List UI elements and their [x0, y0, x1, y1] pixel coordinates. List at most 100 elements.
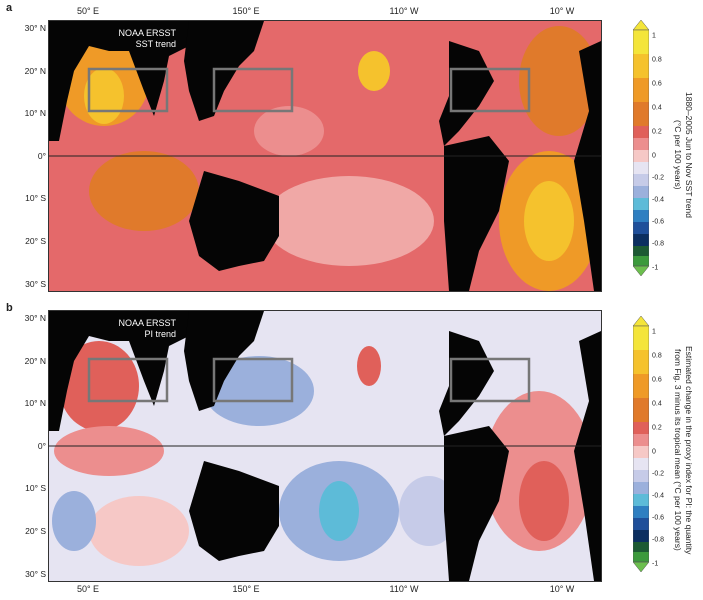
sst-trend-map: [48, 20, 602, 292]
lat-label-b-10n: 10° N: [24, 398, 46, 408]
lat-label-b-10s: 10° S: [25, 483, 46, 493]
light-patch-south-pacific: [264, 176, 434, 266]
warm-patch-central-pacific: [358, 51, 390, 91]
cbar-a-tick-neg0.8: -0.8: [652, 240, 665, 248]
colorbar-b-label: Estimated change in the proxy index for …: [672, 320, 694, 580]
warm-patch-north-atlantic: [519, 26, 599, 136]
region-box-b-pacific: [212, 357, 294, 403]
colorbar-a: [632, 19, 650, 277]
lat-label-10n: 10° N: [24, 108, 46, 118]
cbar-a-tick-1: 1: [652, 32, 656, 40]
cbar-b-tick-1: 1: [652, 328, 656, 336]
land-b-south-america: [444, 426, 509, 581]
lon-label-b-110w: 110° W: [389, 584, 419, 594]
cool-patch-b-west-pacific: [204, 356, 314, 426]
overlay-title-a: NOAA ERSST SST trend: [96, 28, 176, 50]
cbar-b-tick-0: 0: [652, 448, 656, 456]
cbar-a-tick-0.2: 0.2: [652, 128, 662, 136]
cbar-a-tick-neg0.2: -0.2: [652, 174, 665, 182]
lon-label-110w: 110° W: [389, 6, 419, 16]
lat-label-b-30n: 30° N: [24, 313, 46, 323]
cbar-b-tick-neg0.4: -0.4: [652, 492, 665, 500]
overlay-title-a-line2: SST trend: [135, 39, 176, 49]
lat-label-20s: 20° S: [25, 236, 46, 246]
colorbar-b-label-line2: from Fig. 3 minus its tropical mean (°C …: [673, 349, 683, 551]
lon-label-b-150e: 150° E: [232, 584, 260, 594]
warm-patch-b-atlantic-core: [519, 461, 569, 541]
colorbar-a-label-line2: (°C per 100 years): [673, 120, 683, 190]
cool-patch-b-south-pacific-core: [319, 481, 359, 541]
land-b-central-america: [439, 331, 494, 436]
cbar-b-tick-0.8: 0.8: [652, 352, 662, 360]
pi-map-svg: [49, 311, 601, 581]
cbar-b-tick-0.2: 0.2: [652, 424, 662, 432]
warm-patch-b-indian: [59, 341, 139, 431]
region-box-atlantic: [449, 67, 531, 113]
land-asia-africa: [49, 21, 209, 141]
region-box-pacific: [212, 67, 294, 113]
land-central-america: [439, 41, 494, 146]
lat-label-30n: 30° N: [24, 23, 46, 33]
lon-label-150e: 150° E: [232, 6, 260, 16]
lat-label-30s: 30° S: [25, 279, 46, 289]
cbar-b-tick-0.6: 0.6: [652, 376, 662, 384]
cbar-b-tick-neg0.6: -0.6: [652, 514, 665, 522]
lat-label-b-20s: 20° S: [25, 526, 46, 536]
lat-label-equator: 0°: [37, 151, 46, 161]
lat-label-b-equator: 0°: [37, 441, 46, 451]
light-patch-b-south-indian: [89, 496, 189, 566]
panel-letter-a: a: [6, 2, 13, 14]
colorbar-a-svg: [632, 19, 650, 277]
cbar-b-tick-neg0.2: -0.2: [652, 470, 665, 478]
colorbar-a-label-line1: 1880–2005 Jun to Nov SST trend: [684, 91, 694, 218]
sst-map-svg: [49, 21, 601, 291]
panel-a: a 50° E 150° E 110° W 10° W 30° N 20° N …: [6, 2, 694, 292]
light-patch-west-pacific: [254, 106, 324, 156]
land-b-australia: [189, 461, 279, 561]
land-south-america: [444, 136, 509, 291]
cool-patch-b-indian-sw: [52, 491, 96, 551]
overlay-title-b-line2: PI trend: [144, 329, 176, 339]
overlay-title-b-line1: NOAA ERSST: [118, 318, 176, 328]
land-australia: [189, 171, 279, 271]
cbar-a-tick-neg0.4: -0.4: [652, 196, 665, 204]
cbar-a-tick-0: 0: [652, 152, 656, 160]
cbar-a-tick-neg1: -1: [652, 264, 659, 272]
land-b-asia-africa: [49, 311, 209, 431]
land-africa-west: [574, 41, 601, 291]
overlay-title-a-line1: NOAA ERSST: [118, 28, 176, 38]
panel-b: b 30° N 20° N 10° N 0° 10° S 20° S 30° S: [0, 300, 703, 600]
warm-patch-b-indian-eq: [54, 426, 164, 476]
region-box-b-atlantic: [449, 357, 531, 403]
lon-label-10w: 10° W: [549, 6, 575, 16]
lon-label-b-10w: 10° W: [549, 584, 575, 594]
warm-patch-b-central-pacific: [357, 346, 381, 386]
lon-label-b-50e: 50° E: [76, 584, 100, 594]
land-b-se-asia: [184, 311, 264, 411]
lat-label-10s: 10° S: [25, 193, 46, 203]
cbar-a-tick-neg0.6: -0.6: [652, 218, 665, 226]
region-box-indian: [87, 67, 169, 113]
lat-label-20n: 20° N: [24, 66, 46, 76]
panel-letter-b: b: [6, 302, 13, 314]
warm-patch-indian-south: [89, 151, 199, 231]
cbar-b-tick-neg1: -1: [652, 560, 659, 568]
region-box-b-indian: [87, 357, 169, 403]
cbar-b-tick-0.4: 0.4: [652, 400, 662, 408]
warm-patch-south-atlantic-core: [524, 181, 574, 261]
colorbar-a-label: 1880–2005 Jun to Nov SST trend (°C per 1…: [672, 40, 694, 270]
overlay-title-b: NOAA ERSST PI trend: [96, 318, 176, 340]
lat-label-b-20n: 20° N: [24, 356, 46, 366]
land-se-asia: [184, 21, 264, 121]
colorbar-b: [632, 315, 650, 573]
colorbar-b-svg: [632, 315, 650, 573]
cbar-a-tick-0.6: 0.6: [652, 80, 662, 88]
colorbar-b-label-line1: Estimated change in the proxy index for …: [684, 345, 694, 555]
cbar-a-tick-0.8: 0.8: [652, 56, 662, 64]
lat-label-b-30s: 30° S: [25, 569, 46, 579]
pi-trend-map: [48, 310, 602, 582]
cbar-a-tick-0.4: 0.4: [652, 104, 662, 112]
lon-label-50e: 50° E: [76, 6, 100, 16]
cbar-b-tick-neg0.8: -0.8: [652, 536, 665, 544]
land-b-africa-west: [574, 331, 601, 581]
